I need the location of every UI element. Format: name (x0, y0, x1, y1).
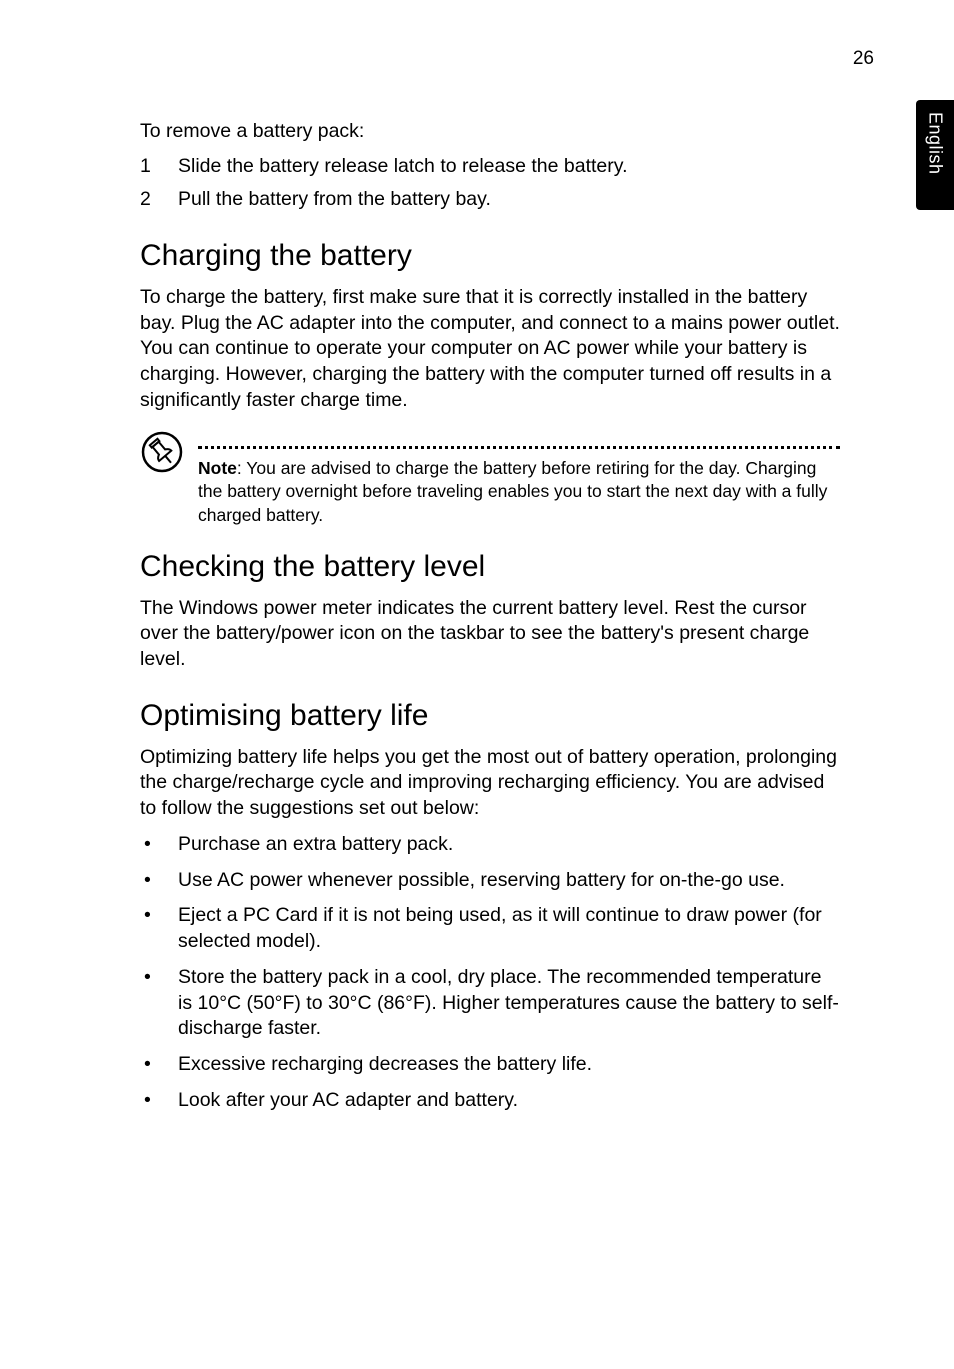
heading-checking: Checking the battery level (140, 550, 840, 584)
list-item: •Excessive recharging decreases the batt… (140, 1052, 840, 1078)
note-pin-icon (140, 430, 184, 474)
page-content: To remove a battery pack: 1 Slide the ba… (140, 120, 840, 1114)
note-block: Note: You are advised to charge the batt… (140, 434, 840, 528)
list-item: •Eject a PC Card if it is not being used… (140, 903, 840, 954)
para-checking: The Windows power meter indicates the cu… (140, 596, 840, 673)
remove-steps: 1 Slide the battery release latch to rel… (140, 155, 840, 211)
bullet-text: Use AC power whenever possible, reservin… (178, 868, 785, 894)
step-number: 2 (140, 188, 178, 211)
step-text: Pull the battery from the battery bay. (178, 188, 491, 211)
language-tab: English (916, 100, 954, 210)
step-text: Slide the battery release latch to relea… (178, 155, 627, 178)
page-number: 26 (853, 48, 874, 70)
list-item: •Use AC power whenever possible, reservi… (140, 868, 840, 894)
bullet-dot: • (140, 903, 178, 954)
bullet-dot: • (140, 1088, 178, 1114)
note-label: Note (198, 458, 237, 478)
note-body: : You are advised to charge the battery … (198, 458, 827, 525)
list-item: •Store the battery pack in a cool, dry p… (140, 965, 840, 1042)
optimising-bullets: •Purchase an extra battery pack. •Use AC… (140, 832, 840, 1114)
bullet-text: Store the battery pack in a cool, dry pl… (178, 965, 840, 1042)
list-item: 1 Slide the battery release latch to rel… (140, 155, 840, 178)
list-item: •Look after your AC adapter and battery. (140, 1088, 840, 1114)
bullet-dot: • (140, 832, 178, 858)
bullet-dot: • (140, 868, 178, 894)
remove-intro: To remove a battery pack: (140, 120, 840, 143)
dotted-rule (198, 446, 840, 449)
bullet-dot: • (140, 1052, 178, 1078)
bullet-text: Excessive recharging decreases the batte… (178, 1052, 592, 1078)
list-item: •Purchase an extra battery pack. (140, 832, 840, 858)
bullet-text: Eject a PC Card if it is not being used,… (178, 903, 840, 954)
heading-charging: Charging the battery (140, 239, 840, 273)
bullet-text: Look after your AC adapter and battery. (178, 1088, 518, 1114)
list-item: 2 Pull the battery from the battery bay. (140, 188, 840, 211)
heading-optimising: Optimising battery life (140, 699, 840, 733)
step-number: 1 (140, 155, 178, 178)
bullet-text: Purchase an extra battery pack. (178, 832, 453, 858)
bullet-dot: • (140, 965, 178, 1042)
note-body-wrap: Note: You are advised to charge the batt… (198, 434, 840, 528)
note-text: Note: You are advised to charge the batt… (198, 457, 840, 528)
para-optimising: Optimizing battery life helps you get th… (140, 745, 840, 822)
language-tab-label: English (925, 112, 946, 175)
para-charging: To charge the battery, first make sure t… (140, 285, 840, 414)
